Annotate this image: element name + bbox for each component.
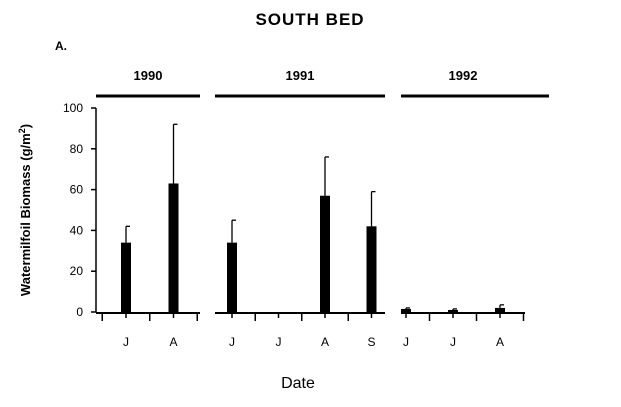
panel-label: A. — [55, 39, 67, 53]
axes: 0 20 40 60 80 100 1990 J A 1991 J J A S 1992 J J A — [63, 68, 549, 349]
year-label: 1992 — [449, 68, 478, 83]
marks — [121, 123, 505, 313]
y-axis-label-main: Watermilfoil Biomass (g/m — [18, 133, 33, 296]
chart-title: SOUTH BED — [255, 10, 364, 29]
y-tick-label: 0 — [76, 305, 83, 319]
y-tick-label: 60 — [70, 183, 84, 197]
x-tick-label: J — [450, 335, 456, 349]
y-tick-label: 100 — [63, 101, 83, 115]
y-tick-label: 20 — [70, 264, 84, 278]
bar — [401, 308, 411, 313]
x-tick-label: A — [169, 335, 177, 349]
y-tick-label: 40 — [70, 223, 84, 237]
x-tick-label: J — [229, 335, 235, 349]
y-axis-label-sup: 2 — [17, 128, 27, 133]
x-tick-label: A — [496, 335, 504, 349]
x-tick-label: J — [123, 335, 129, 349]
year-label: 1990 — [134, 68, 163, 83]
year-label: 1991 — [286, 68, 315, 83]
y-axis-label: Watermilfoil Biomass (g/m2) — [17, 124, 33, 296]
bar — [495, 307, 505, 313]
bar — [366, 226, 377, 313]
y-axis-label-close: ) — [18, 124, 33, 128]
x-tick-label: J — [276, 335, 282, 349]
x-tick-label: J — [403, 335, 409, 349]
x-axis-label: Date — [281, 375, 315, 392]
bar — [448, 309, 458, 313]
x-tick-label: A — [321, 335, 329, 349]
bar — [121, 242, 131, 313]
y-tick-label: 80 — [70, 142, 84, 156]
bar — [320, 195, 330, 313]
x-tick-label: S — [367, 335, 375, 349]
bar — [168, 183, 179, 313]
bar — [227, 242, 237, 313]
